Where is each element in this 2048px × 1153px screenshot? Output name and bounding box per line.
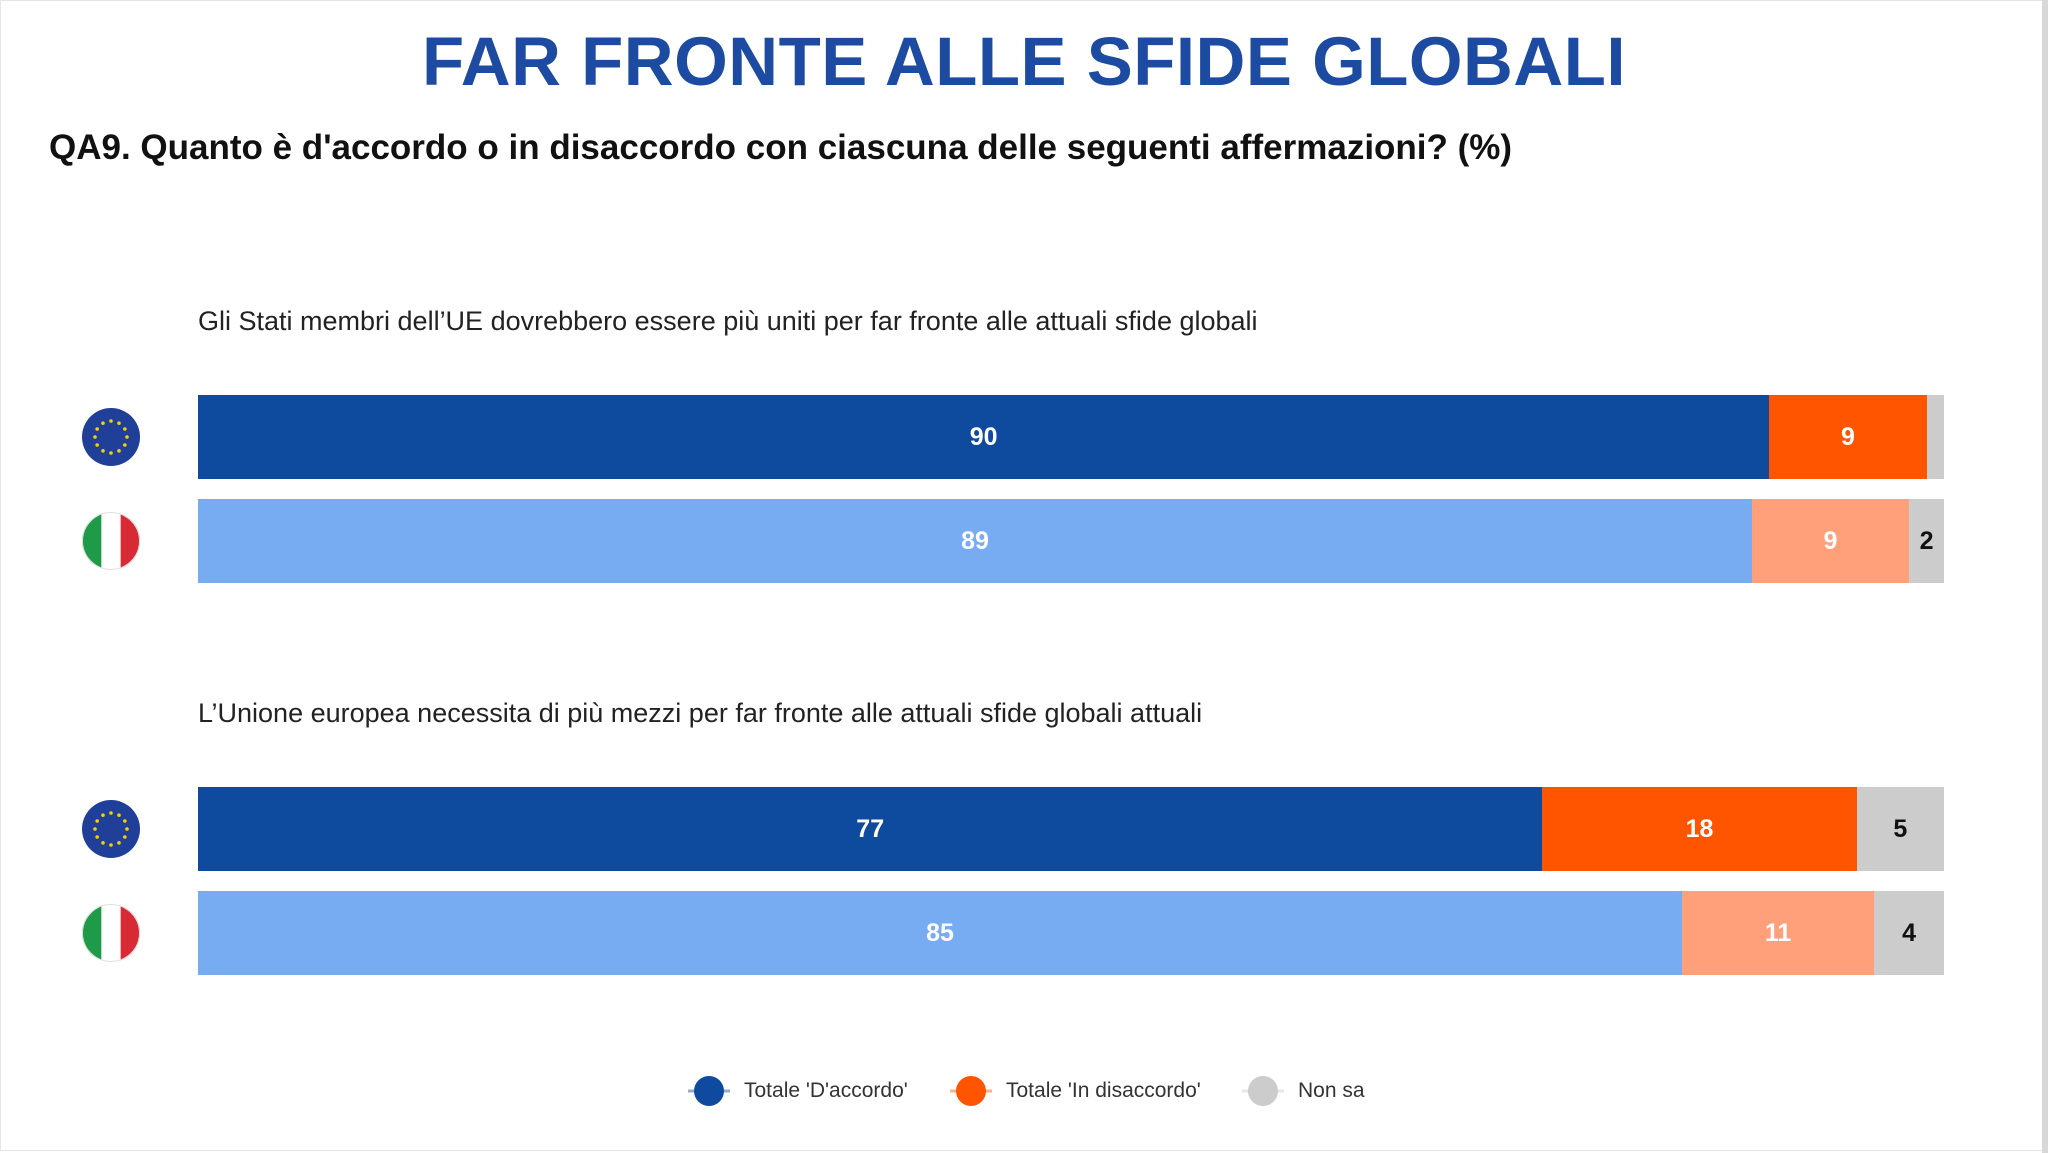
eu-flag-icon bbox=[82, 800, 140, 858]
legend-marker-disagree-icon bbox=[950, 1076, 992, 1106]
data-label-agree: 89 bbox=[961, 527, 989, 555]
data-label-disagree: 11 bbox=[1764, 919, 1792, 947]
bar-row-2-it: 85 11 4 bbox=[198, 891, 1944, 975]
data-label-disagree: 9 bbox=[1841, 423, 1855, 451]
eu-flag-icon bbox=[82, 408, 140, 466]
data-label-agree: 77 bbox=[856, 815, 885, 843]
bar-segment-agree bbox=[198, 499, 1752, 583]
legend-marker-dont-know-icon bbox=[1242, 1076, 1284, 1106]
data-label-agree: 90 bbox=[969, 423, 998, 451]
bar-row-1-eu: 90 9 bbox=[198, 395, 1944, 479]
data-label-dont-know: 4 bbox=[1902, 919, 1917, 947]
bar-segment-dont-know bbox=[1874, 891, 1944, 975]
legend-label-dont-know: Non sa bbox=[1298, 1079, 1365, 1102]
legend: Totale 'D'accordo' Totale 'In disaccordo… bbox=[0, 1074, 2048, 1108]
statement-label-2: L’Unione europea necessita di più mezzi … bbox=[198, 698, 1203, 728]
bar-segment-disagree bbox=[1682, 891, 1875, 975]
bar-segment-dont-know bbox=[1926, 395, 1944, 479]
data-label-dont-know: 2 bbox=[1919, 527, 1934, 555]
bar-segment-dont-know bbox=[1856, 787, 1944, 871]
bar-segment-disagree bbox=[1542, 787, 1857, 871]
italy-flag-icon bbox=[82, 904, 140, 962]
bar-segment-disagree bbox=[1769, 395, 1927, 479]
bar-segment-disagree bbox=[1751, 499, 1910, 583]
bar-segment-dont-know bbox=[1909, 499, 1944, 583]
window-edge bbox=[2042, 0, 2048, 1153]
legend-label-disagree: Totale 'In disaccordo' bbox=[1006, 1079, 1201, 1102]
bar-segment-agree bbox=[198, 891, 1683, 975]
data-label-disagree: 18 bbox=[1685, 815, 1714, 843]
legend-label-agree: Totale 'D'accordo' bbox=[744, 1079, 908, 1102]
bar-segment-agree bbox=[198, 395, 1770, 479]
data-label-disagree: 9 bbox=[1823, 527, 1838, 555]
page-title: FAR FRONTE ALLE SFIDE GLOBALI bbox=[421, 23, 1627, 100]
data-label-agree: 85 bbox=[926, 919, 954, 947]
data-label-dont-know: 5 bbox=[1893, 815, 1908, 843]
bar-row-1-it: 89 9 2 bbox=[198, 499, 1944, 583]
statement-label-1: Gli Stati membri dell’UE dovrebbero esse… bbox=[198, 306, 1258, 336]
bar-row-2-eu: 77 18 5 bbox=[198, 787, 1944, 871]
question-text: QA9. Quanto è d'accordo o in disaccordo … bbox=[49, 128, 1513, 167]
bar-segment-agree bbox=[198, 787, 1543, 871]
legend-marker-agree-icon bbox=[688, 1076, 730, 1106]
italy-flag-icon bbox=[82, 512, 140, 570]
